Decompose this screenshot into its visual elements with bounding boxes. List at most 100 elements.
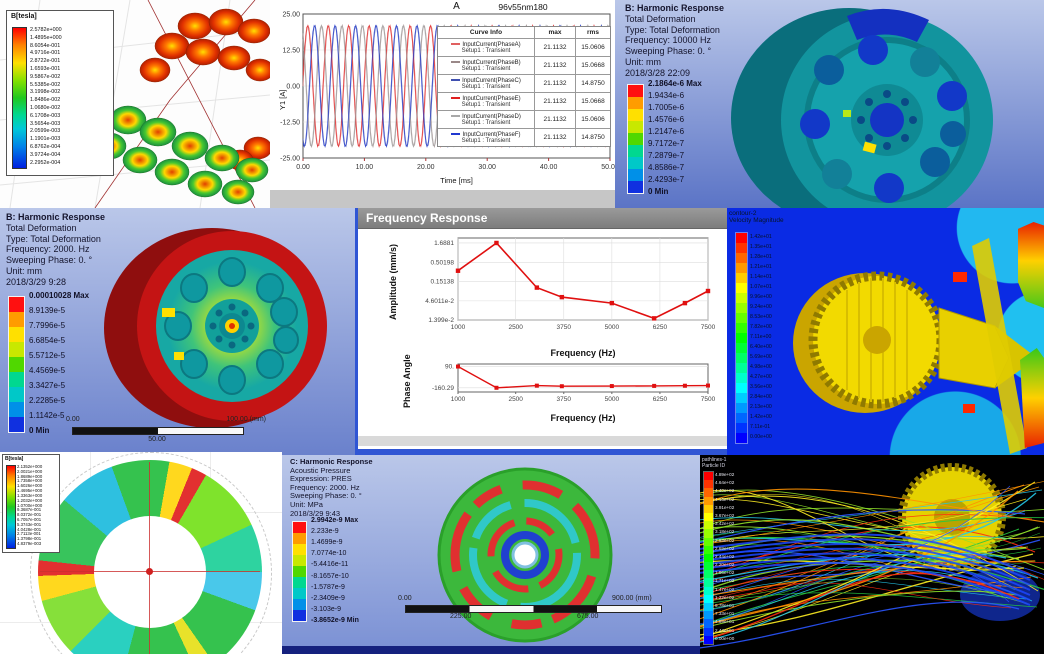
color-band — [704, 521, 713, 530]
legend-value: 1.28e+01 — [750, 254, 772, 260]
svg-text:50.00: 50.00 — [601, 164, 615, 171]
color-band — [628, 109, 643, 121]
svg-text:-160.29: -160.29 — [432, 385, 454, 392]
color-band — [9, 357, 24, 372]
legend-value: 5.69e+00 — [750, 354, 772, 360]
legend-value: 4.16e+02 — [715, 496, 735, 502]
svg-text:30.00: 30.00 — [478, 164, 496, 171]
legend-value: 1.0700e+000 — [17, 502, 43, 508]
legend-value: 2.93e+02 — [715, 537, 735, 543]
color-band — [736, 403, 747, 413]
pathlines-legend-title: pathlines-1 Particle ID — [702, 457, 726, 469]
svg-text:5000: 5000 — [605, 396, 620, 403]
y-axis-label: Y1 [A] — [278, 89, 287, 110]
legend-title-line: Particle ID — [702, 463, 726, 469]
table-row: InputCurrent(PhaseA) Setup1 : Transient 21… — [438, 38, 610, 56]
legend-value: 1.2032e+000 — [17, 497, 43, 503]
color-band — [704, 570, 713, 579]
color-band — [704, 553, 713, 563]
svg-text:2500: 2500 — [508, 396, 523, 403]
frequency-axis-label: Frequency (Hz) — [550, 348, 616, 358]
svg-text:7500: 7500 — [701, 396, 716, 403]
legend-value: 8.53e+00 — [750, 314, 772, 320]
header-line: Frequency: 10000 Hz — [625, 35, 712, 46]
color-band — [736, 313, 747, 323]
legend-color-bands — [627, 84, 644, 194]
color-scale-bar — [12, 27, 27, 169]
color-band — [736, 333, 747, 343]
legend-value: 1.35e+01 — [750, 244, 772, 250]
svg-text:3750: 3750 — [557, 324, 572, 331]
legend-value: 1.1142e-5 — [29, 411, 65, 420]
panel-harmonic-response-2000hz: B: Harmonic Response Total Deformation Typ… — [0, 208, 355, 455]
deformation-legend: 0.00010028 Max 8.9139e-5 7.7996e-5 6.6854e-… — [8, 292, 89, 435]
result-header: B: Harmonic Response Total Deformation Typ… — [6, 212, 105, 288]
svg-text:2500: 2500 — [508, 324, 523, 331]
header-line: Total Deformation — [625, 13, 696, 24]
svg-text:0.00: 0.00 — [286, 84, 300, 91]
header-line: Unit: mm — [6, 265, 42, 276]
legend-value: -1.5787e-9 — [311, 583, 345, 591]
svg-text:1000: 1000 — [451, 324, 466, 331]
legend-value: 3.56e+00 — [750, 384, 772, 390]
legend-value: 1.4895e+000 — [30, 34, 62, 41]
legend-value: 7.11e-01 — [750, 424, 771, 430]
legend-value: 0.00e+00 — [750, 434, 772, 440]
color-band — [704, 619, 713, 628]
window-titlebar[interactable]: Frequency Response — [358, 208, 730, 229]
window-status-strip — [270, 190, 615, 208]
legend-value: 1.1901e-003 — [30, 136, 61, 143]
color-band — [293, 588, 306, 599]
curve-swatch — [451, 132, 461, 135]
legend-value: 1.42e+01 — [750, 234, 772, 240]
header-line: B: Harmonic Response — [6, 212, 106, 222]
color-band — [704, 635, 713, 644]
header-line: Expression: PRES — [290, 474, 352, 484]
curve-swatch — [451, 42, 461, 45]
color-band — [628, 85, 643, 97]
legend-value: 2.69e+02 — [715, 545, 735, 551]
color-band — [704, 512, 713, 522]
legend-value: 1.22e+02 — [715, 594, 735, 600]
phase-axis-label: Phase Angle — [402, 354, 412, 408]
color-band — [704, 504, 713, 513]
legend-value: 9.24e+00 — [750, 304, 772, 310]
legend-value: 7.11e+00 — [750, 334, 772, 340]
table-row: InputCurrent(PhaseE) Setup1 : Transient 21… — [438, 92, 610, 110]
curve-name-cell: InputCurrent(PhaseF) Setup1 : Transient — [438, 129, 534, 146]
legend-value: 6.8762e-004 — [30, 143, 61, 150]
panel-acoustic-pressure: C: Harmonic Response Acoustic Pressure Exp… — [282, 455, 700, 654]
legend-value: 4.40e+02 — [715, 488, 735, 494]
table-row: InputCurrent(PhaseF) Setup1 : Transient 21… — [438, 128, 610, 146]
max-cell: 21.1132 — [534, 57, 575, 74]
header-line: Sweeping Phase: 0. ° — [625, 46, 712, 57]
svg-text:40.00: 40.00 — [540, 164, 558, 171]
color-band — [704, 529, 713, 538]
rms-cell: 14.8750 — [575, 75, 610, 92]
curve-name-cell: InputCurrent(PhaseE) Setup1 : Transient — [438, 93, 534, 110]
legend-value: 2.44e+02 — [715, 553, 735, 559]
color-band — [293, 522, 306, 533]
color-band — [736, 283, 747, 293]
legend-value: 2.1352e+000 — [17, 464, 43, 469]
legend-value: 9.7172e-7 — [648, 139, 685, 148]
legend-value: 1.6026e+000 — [17, 483, 43, 489]
amplitude-chart: 1000 2500 3750 5000 6250 7500 1.6881 0.50198 0.1… — [425, 237, 716, 331]
color-band — [736, 343, 747, 353]
header-line: 2018/3/28 22:09 — [625, 67, 691, 78]
scale-label: 0.00 — [398, 595, 412, 602]
scale-label: 900.00 (mm) — [612, 595, 652, 602]
legend-value: 6.6854e-5 — [29, 336, 66, 345]
color-band — [293, 577, 306, 588]
scale-ruler — [405, 605, 662, 613]
legend-value: 4.89e+02 — [715, 472, 735, 477]
legend-value: 1.42e+00 — [750, 414, 772, 420]
color-band — [736, 293, 747, 303]
svg-text:12.50: 12.50 — [282, 48, 300, 55]
color-band — [293, 544, 306, 555]
svg-text:3750: 3750 — [557, 396, 572, 403]
svg-text:-25.00: -25.00 — [280, 156, 300, 163]
legend-value: 0 Min — [648, 187, 669, 196]
legend-value: -5.4416e-11 — [311, 561, 349, 569]
header-line: Sweeping Phase: 0. ° — [6, 255, 93, 266]
